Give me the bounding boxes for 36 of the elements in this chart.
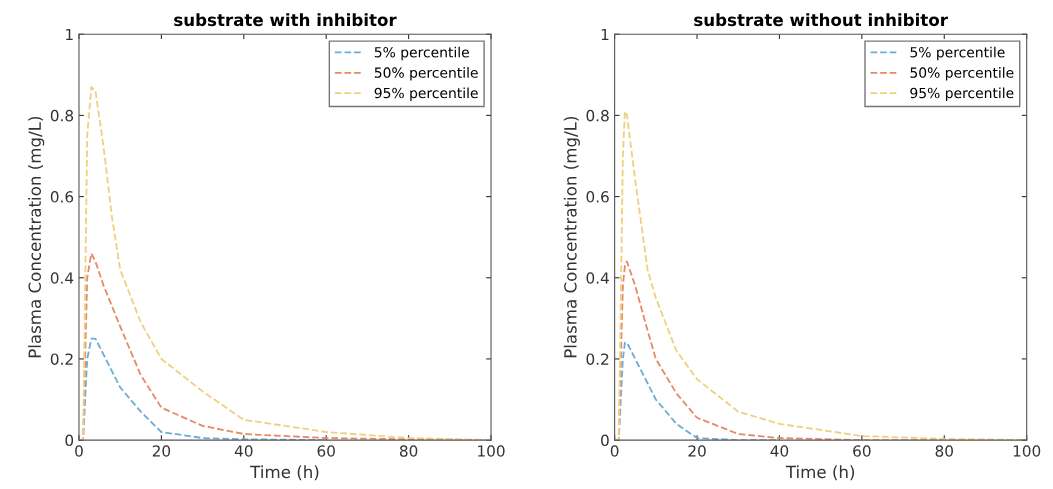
legend-label: 50% percentile bbox=[374, 67, 478, 81]
x-tick-label: 60 bbox=[853, 445, 871, 457]
x-tick-label: 20 bbox=[152, 445, 171, 457]
chart-title: substrate with inhibitor bbox=[174, 13, 397, 27]
x-tick-label: 80 bbox=[399, 445, 418, 457]
y-tick-label: 0.4 bbox=[586, 272, 609, 284]
legend-label: 5% percentile bbox=[374, 46, 469, 61]
legend-label: 5% percentile bbox=[910, 46, 1005, 61]
x-tick-label: 20 bbox=[688, 445, 706, 457]
x-tick-label: 0 bbox=[75, 445, 83, 457]
y-tick-label: 0.8 bbox=[586, 109, 609, 122]
y-tick-label: 1 bbox=[66, 28, 73, 41]
y-tick-label: 0 bbox=[601, 434, 609, 447]
y-axis-title: Plasma Concentration (mg/L) bbox=[563, 116, 580, 358]
y-tick-label: 0.4 bbox=[50, 272, 74, 284]
x-axis-title: Time (h) bbox=[785, 465, 855, 481]
x-tick-label: 40 bbox=[770, 445, 789, 457]
y-tick-label: 0.2 bbox=[586, 353, 609, 365]
x-tick-label: 80 bbox=[935, 445, 953, 457]
x-tick-label: 40 bbox=[234, 445, 253, 457]
x-tick-label: 100 bbox=[1013, 445, 1041, 457]
y-axis-title: Plasma Concentration (mg/L) bbox=[28, 116, 45, 358]
y-tick-label: 0 bbox=[65, 434, 74, 447]
legend-label: 50% percentile bbox=[910, 67, 1014, 81]
y-tick-label: 1 bbox=[601, 28, 609, 41]
x-tick-label: 60 bbox=[317, 445, 335, 457]
legend-label: 95% percentile bbox=[374, 87, 478, 101]
y-tick-label: 0.8 bbox=[50, 109, 74, 122]
x-tick-label: 100 bbox=[478, 445, 505, 457]
y-tick-label: 0.2 bbox=[50, 353, 73, 365]
chart-title: substrate without inhibitor bbox=[694, 13, 948, 27]
y-tick-label: 0.6 bbox=[50, 191, 74, 203]
y-tick-label: 0.6 bbox=[586, 191, 609, 203]
x-tick-label: 0 bbox=[610, 445, 619, 457]
x-axis-title: Time (h) bbox=[250, 465, 319, 481]
legend-label: 95% percentile bbox=[910, 87, 1014, 101]
